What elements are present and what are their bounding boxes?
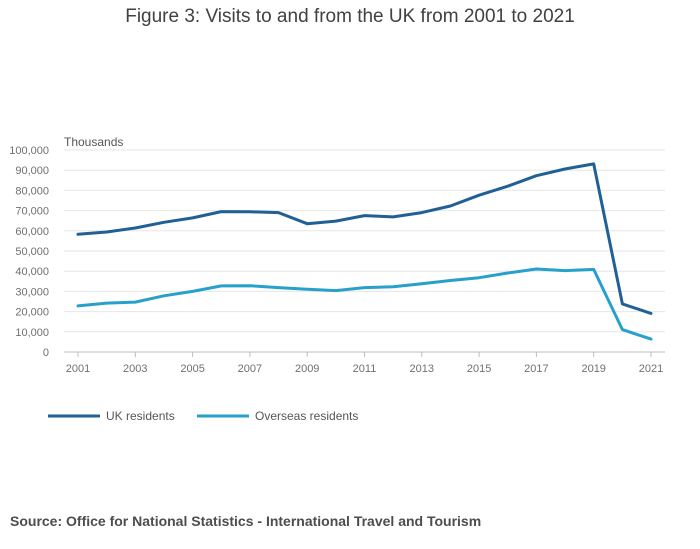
x-tick-label: 2007	[238, 363, 262, 375]
x-tick-label: 2003	[123, 363, 147, 375]
y-tick-label: 80,000	[15, 185, 49, 197]
y-tick-label: 30,000	[15, 286, 49, 298]
y-tick-label: 20,000	[15, 307, 49, 319]
x-tick-label: 2015	[467, 363, 491, 375]
x-tick-label: 2017	[524, 363, 548, 375]
y-tick-label: 60,000	[15, 226, 49, 238]
y-axis-unit-label: Thousands	[64, 135, 123, 149]
y-tick-label: 90,000	[15, 165, 49, 177]
legend: UK residents Overseas residents	[48, 409, 358, 423]
y-tick-label: 70,000	[15, 206, 49, 218]
legend-label: UK residents	[106, 409, 175, 423]
y-tick-label: 0	[43, 347, 49, 359]
x-tick-label: 2021	[639, 363, 663, 375]
line-chart: 0 10,000 20,000 30,000 40,000 50,000 60,000 70,…	[9, 135, 665, 423]
x-tick-label: 2013	[410, 363, 434, 375]
x-tick-label: 2009	[295, 363, 319, 375]
series-line-overseas-residents	[76, 267, 653, 341]
series-line-uk-residents	[76, 162, 653, 315]
grid-lines	[64, 149, 665, 353]
legend-label: Overseas residents	[255, 409, 358, 423]
y-axis-ticks: 0 10,000 20,000 30,000 40,000 50,000 60,000 70,…	[9, 145, 49, 359]
y-tick-label: 40,000	[15, 266, 49, 278]
x-axis-ticks: 2001 2003 2005 2007 2009 2011 2013 2015 2017 2019…	[66, 352, 663, 375]
y-tick-label: 50,000	[15, 246, 49, 258]
source-note: Source: Office for National Statistics -…	[10, 513, 482, 529]
series-lines	[76, 162, 653, 341]
y-tick-label: 100,000	[9, 145, 49, 157]
x-tick-label: 2005	[180, 363, 204, 375]
x-tick-label: 2011	[353, 363, 377, 375]
chart-title: Figure 3: Visits to and from the UK from…	[125, 6, 575, 27]
x-tick-label: 2019	[581, 363, 605, 375]
x-tick-label: 2001	[66, 363, 90, 375]
y-tick-label: 10,000	[15, 327, 49, 339]
